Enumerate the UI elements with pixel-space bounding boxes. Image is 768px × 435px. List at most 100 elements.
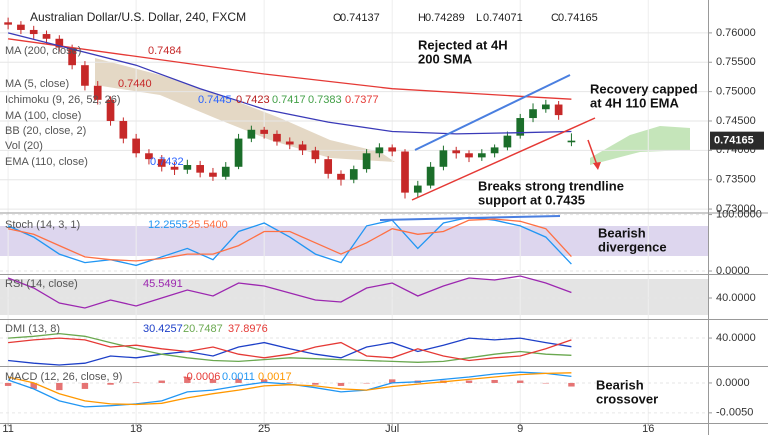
candle-body (68, 47, 76, 66)
y-tick-label: 0.0000 (716, 377, 750, 389)
candle-body (55, 38, 64, 48)
legend-value: 45.5491 (143, 278, 183, 290)
candle-body (554, 104, 563, 116)
legend-value: 0.0011 (222, 371, 255, 383)
candle-body (81, 65, 89, 86)
divergence-line (379, 215, 561, 221)
ichimoku-cloud (95, 58, 395, 162)
candle-body (413, 185, 422, 193)
histogram-bar (363, 382, 370, 384)
candle-body (132, 138, 140, 154)
candle-body (375, 147, 384, 154)
x-tick-label: Jul (385, 423, 399, 435)
candle-body (170, 166, 179, 170)
y-tick-label: 0.76000 (716, 27, 756, 39)
ohlc-label: O (333, 12, 342, 24)
histogram-bar (107, 382, 114, 385)
histogram-bar (158, 380, 165, 383)
trendline (411, 117, 596, 201)
y-tick-label: 0.75000 (716, 86, 756, 98)
legend-value: 20.7487 (183, 323, 223, 335)
candle-body (119, 120, 128, 139)
candle-body (29, 29, 38, 35)
candle-body (17, 24, 25, 30)
legend-value: 0.7377 (345, 94, 379, 106)
candle-body (439, 150, 448, 167)
ohlc-value: 0.74289 (425, 12, 465, 24)
series-line (8, 337, 572, 366)
candle-body (567, 140, 576, 143)
legend-name: DMI (13, 8) (5, 323, 60, 335)
series-line (7, 218, 572, 262)
y-tick-label: 100.0000 (716, 208, 762, 220)
legend-name: BB (20, close, 2) (5, 125, 86, 137)
candle-body (209, 172, 217, 177)
candle-body (337, 173, 345, 180)
candle-body (234, 138, 243, 167)
candle-body (183, 165, 192, 170)
ohlc-value: 0.74165 (558, 12, 598, 24)
rsi-band (0, 279, 708, 315)
ohlc-value: 0.74071 (483, 12, 523, 24)
ohlc-value: 0.74137 (340, 12, 380, 24)
candle-body (42, 34, 51, 39)
candle-body (145, 153, 153, 160)
candle-body (93, 85, 102, 100)
chart-title: Australian Dollar/U.S. Dollar, 240, FXCM (30, 10, 246, 24)
candle-body (426, 166, 435, 186)
panels (0, 0, 712, 426)
legend-value: 0.7445 (198, 94, 232, 106)
candle-body (477, 153, 486, 158)
last-price-label: 0.74165 (714, 135, 754, 147)
candle-body (285, 141, 294, 145)
legend-value: 30.4257 (143, 323, 183, 335)
candle-body (157, 159, 166, 167)
last-price-box (710, 131, 764, 150)
candle-body (541, 104, 550, 110)
x-tick-label: 18 (130, 423, 142, 435)
legend-name: Vol (20) (5, 140, 43, 152)
candle-body (221, 166, 230, 177)
candle-body (401, 151, 409, 193)
histogram-bar (4, 382, 12, 386)
legend-value: 0.0017 (258, 371, 292, 383)
histogram-bar (542, 382, 550, 384)
ohlc-label: C (551, 12, 559, 24)
x-tick-label: 25 (258, 423, 270, 435)
legend-value: 12.2555 (148, 219, 188, 231)
series-line (8, 337, 572, 362)
series-line (8, 38, 572, 100)
legend-name: MA (100, close) (5, 110, 81, 122)
candle-body (465, 153, 473, 158)
annotation: 200 SMA (418, 51, 473, 66)
y-tick-label: 0.73000 (716, 203, 756, 215)
candle-body (529, 109, 537, 119)
trendline (414, 74, 571, 151)
legend-name: MA (200, close) (5, 45, 81, 57)
histogram-bar (337, 382, 345, 386)
candle-body (349, 169, 358, 180)
legend-value: 0.7432 (150, 156, 184, 168)
legend-value: 0.7440 (118, 78, 152, 90)
y-tick-label: 0.0000 (716, 265, 750, 277)
arrow-head (593, 162, 601, 170)
legend-name: Ichimoku (9, 26, 52, 26) (5, 94, 121, 106)
histogram-bar (184, 376, 191, 383)
y-tick-label: 40.0000 (716, 332, 756, 344)
annotation: Bearish (598, 225, 646, 240)
candle-body (388, 147, 397, 152)
candle-body (452, 150, 461, 154)
legend-name: Stoch (14, 3, 1) (5, 219, 80, 231)
ohlc-label: L (476, 12, 482, 24)
annotation: crossover (596, 391, 658, 406)
x-tick-label: 16 (642, 423, 654, 435)
y-tick-label: 0.74500 (716, 115, 756, 127)
annotation: divergence (598, 239, 667, 254)
histogram-bar (235, 378, 242, 383)
histogram-bar (517, 380, 524, 383)
annotation: support at 0.7435 (478, 192, 585, 207)
series-line (7, 275, 572, 309)
candle-body (362, 153, 371, 170)
annotation: Bearish (596, 377, 644, 392)
